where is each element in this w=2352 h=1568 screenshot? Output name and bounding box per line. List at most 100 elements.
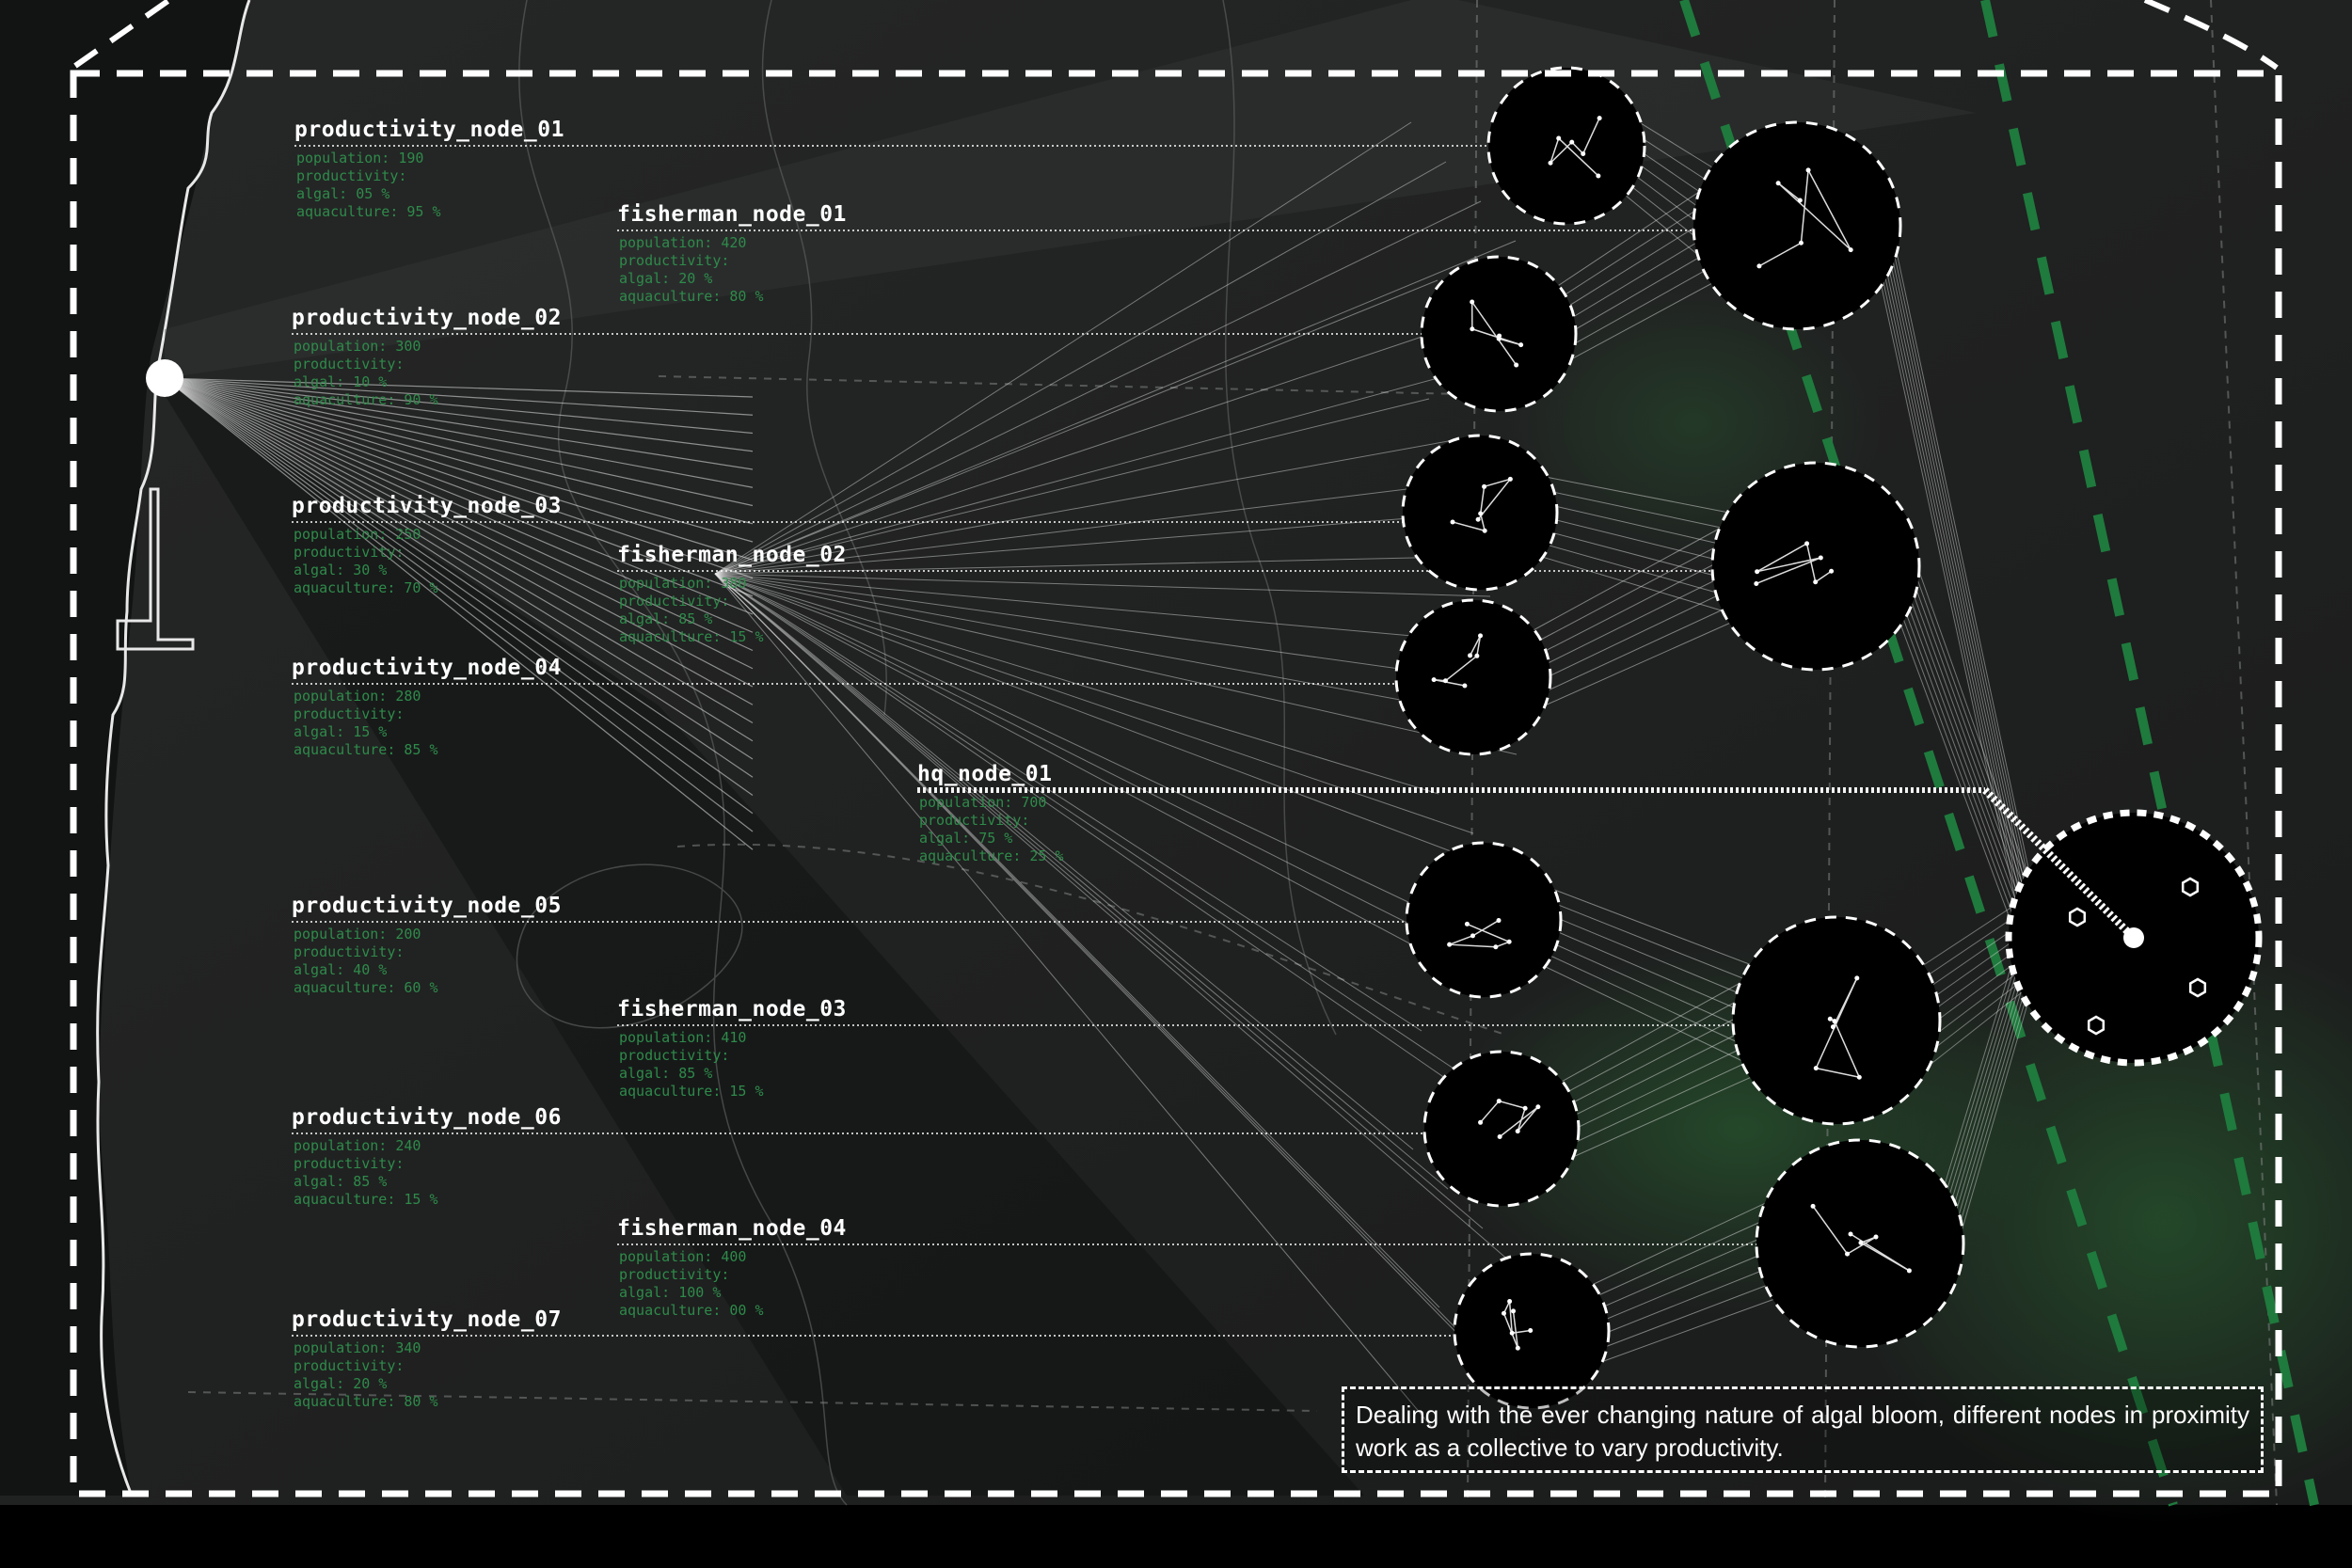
connector-line: [1530, 906, 1765, 1005]
caption-box: Dealing with the ever changing nature of…: [1342, 1386, 2264, 1473]
constellation-line: [1499, 1100, 1526, 1110]
connector-line: [1879, 212, 2035, 927]
constellation-point: [1470, 299, 1475, 305]
stat-algal: algal: 05 %: [296, 185, 390, 202]
connector-line: [1942, 948, 2035, 1258]
fan-line: [714, 319, 1473, 575]
constellation-line: [1816, 1067, 1860, 1078]
fisherman-node-stats: population: 410 productivity: algal: 85 % a…: [619, 1029, 764, 1101]
constellation-line: [1508, 1301, 1513, 1334]
fan-line: [714, 573, 1518, 755]
outer-frame: [70, 70, 2282, 1497]
constellation-point: [1804, 541, 1810, 546]
productivity-node-stats: population: 200 productivity: algal: 40 % a…: [294, 926, 438, 997]
productivity-node-circle: [1394, 598, 1552, 756]
connector-line: [1518, 548, 1744, 665]
fan-line: [714, 573, 1439, 795]
connector-line: [1547, 1070, 1765, 1169]
fan-line: [164, 377, 754, 652]
constellation-line: [1449, 943, 1496, 948]
constellation-line: [1517, 1106, 1539, 1132]
connector-line: [1918, 982, 2034, 1074]
productivity-node-label: productivity_node_03: [292, 494, 562, 518]
fan-line: [164, 377, 754, 850]
stat-aquaculture: aquaculture: 15 %: [619, 628, 764, 645]
connector-line: [1547, 986, 1765, 1103]
constellation-point: [1507, 1299, 1513, 1305]
stat-algal: algal: 100 %: [619, 1284, 722, 1301]
fisherman-node-circle: [1710, 461, 1921, 672]
constellation-point: [1858, 1240, 1864, 1245]
constellation-point: [1507, 476, 1513, 482]
stat-productivity: productivity:: [294, 1357, 405, 1374]
productivity-node-stats: population: 300 productivity: algal: 10 % a…: [294, 338, 438, 409]
connector-line: [1547, 1037, 1765, 1143]
connector-line: [1879, 251, 2035, 961]
constellation-line: [1476, 635, 1482, 657]
constellation-point: [1548, 160, 1553, 166]
stat-productivity: productivity:: [619, 252, 730, 269]
fan-line: [164, 377, 754, 778]
fan-line: [714, 358, 1508, 575]
connector-line: [1518, 515, 1744, 639]
stat-population: population: 410: [619, 1029, 747, 1046]
hexagon-marker: [2181, 877, 2200, 897]
constellation-point: [1478, 1119, 1484, 1125]
stat-aquaculture: aquaculture: 80 %: [619, 288, 764, 305]
constellation-line: [1800, 169, 1809, 244]
constellation-point: [1535, 1104, 1541, 1110]
productivity-node-label: productivity_node_01: [294, 118, 564, 142]
constellation-line: [1471, 301, 1518, 366]
hq-node-label: hq_node_01: [917, 762, 1053, 786]
constellation-point: [1832, 1019, 1837, 1024]
frame-top-left-arc: [73, 0, 171, 69]
constellation-point: [1464, 921, 1470, 927]
constellation-line: [1756, 557, 1821, 573]
stat-algal: algal: 85 %: [294, 1173, 388, 1190]
stat-aquaculture: aquaculture: 00 %: [619, 1302, 764, 1319]
constellation-point: [1474, 653, 1480, 658]
fan-line: [714, 573, 1457, 1071]
constellation-point: [1754, 580, 1759, 586]
connector-line: [1879, 264, 2035, 973]
fan-line: [714, 573, 1483, 716]
constellation-point: [1856, 1074, 1862, 1080]
connector-line: [1518, 616, 1744, 718]
constellation-point: [1496, 1099, 1502, 1104]
constellation-point: [1482, 528, 1487, 533]
stat-algal: algal: 40 %: [294, 961, 388, 978]
productivity-node-label: productivity_node_07: [292, 1307, 562, 1332]
light-beam-lower: [165, 378, 1364, 1496]
bottom-black-band: [0, 1505, 2352, 1568]
stat-productivity: productivity:: [294, 943, 405, 960]
stat-algal: algal: 15 %: [294, 723, 388, 740]
fan-line: [714, 573, 1449, 1190]
productivity-node-circle: [1405, 841, 1563, 999]
constellation-line: [1512, 1310, 1519, 1349]
label-lines: [292, 145, 1985, 1337]
stat-algal: algal: 75 %: [919, 830, 1013, 847]
hexagon-marker: [2188, 977, 2207, 998]
constellation-line: [1758, 242, 1802, 267]
productivity-node-stats: population: 190 productivity: algal: 05 % a…: [296, 150, 441, 221]
fan-line: [714, 240, 1517, 575]
constellation-point: [1597, 116, 1602, 121]
stat-algal: algal: 20 %: [294, 1375, 388, 1392]
constellation-line: [1477, 478, 1511, 520]
constellation-point: [1470, 933, 1475, 939]
constellation-point: [1506, 939, 1512, 944]
constellation-line: [1812, 1205, 1849, 1255]
stat-aquaculture: aquaculture: 80 %: [294, 1393, 438, 1410]
connector-line: [1578, 1293, 1788, 1371]
connector-line: [1898, 565, 2035, 939]
productivity-node-label: productivity_node_06: [292, 1105, 562, 1130]
constellation-point: [1475, 516, 1481, 522]
stat-aquaculture: aquaculture: 60 %: [294, 979, 438, 996]
stat-productivity: productivity:: [294, 356, 405, 372]
fan-line: [164, 377, 754, 488]
constellation-point: [1775, 181, 1781, 186]
constellation-point: [1798, 240, 1804, 245]
fan-line: [714, 573, 1448, 676]
fan-line: [164, 377, 754, 525]
